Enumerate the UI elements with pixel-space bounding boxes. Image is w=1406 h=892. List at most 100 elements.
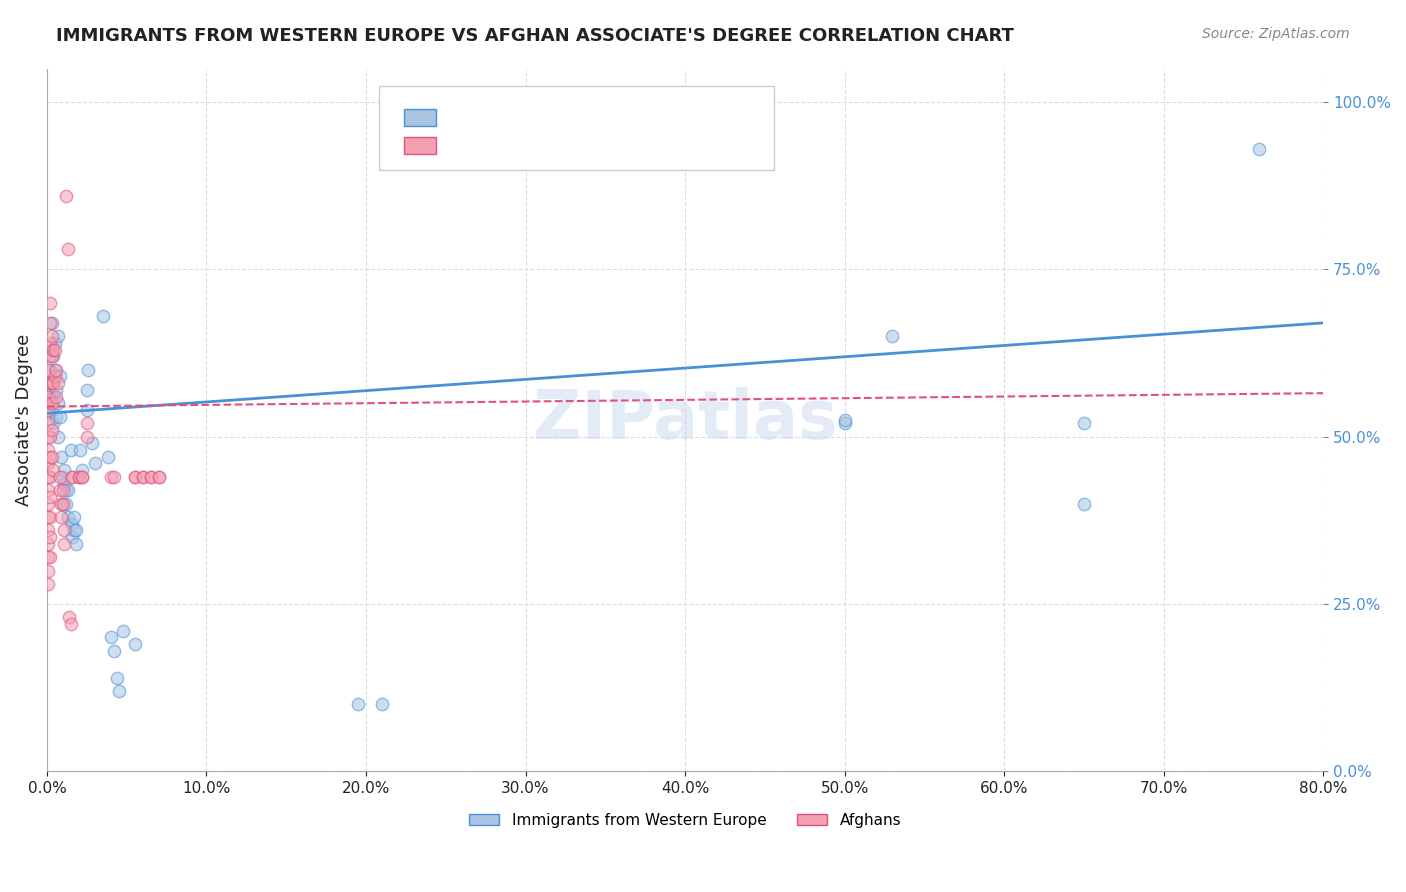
Point: [63, 524, 86, 538]
Point: [37, 510, 59, 524]
Point: [62, 530, 84, 544]
Point: [48, 409, 70, 424]
Point: [83, 457, 105, 471]
Point: [37, 430, 59, 444]
Point: [45, 363, 67, 377]
Point: [70, 470, 93, 484]
Point: [37, 470, 59, 484]
Text: R = 0.166   N = 48: R = 0.166 N = 48: [443, 114, 613, 132]
Point: [39, 396, 62, 410]
Point: [37, 524, 59, 538]
Point: [56, 483, 79, 498]
Point: [100, 470, 122, 484]
Point: [107, 684, 129, 698]
Point: [65, 537, 87, 551]
Point: [37, 483, 59, 498]
Point: [39, 349, 62, 363]
Point: [41, 423, 63, 437]
Point: [48, 369, 70, 384]
Point: [52, 470, 75, 484]
Point: [41, 450, 63, 464]
Point: [46, 430, 69, 444]
Point: [1073, 417, 1095, 431]
Point: [37, 376, 59, 391]
Point: [48, 470, 70, 484]
Point: [1249, 142, 1271, 156]
Point: [55, 483, 77, 498]
Point: [103, 470, 125, 484]
Point: [67, 470, 90, 484]
Point: [65, 524, 87, 538]
Point: [103, 644, 125, 658]
Point: [39, 450, 62, 464]
Point: [37, 497, 59, 511]
Point: [39, 550, 62, 565]
Point: [42, 349, 65, 363]
Point: [45, 383, 67, 397]
Point: [41, 343, 63, 357]
Point: [44, 363, 66, 377]
Point: [39, 390, 62, 404]
Point: [498, 135, 520, 149]
Text: IMMIGRANTS FROM WESTERN EUROPE VS AFGHAN ASSOCIATE'S DEGREE CORRELATION CHART: IMMIGRANTS FROM WESTERN EUROPE VS AFGHAN…: [56, 27, 1014, 45]
Point: [45, 409, 67, 424]
Point: [41, 403, 63, 417]
Point: [53, 524, 76, 538]
Point: [69, 443, 91, 458]
FancyBboxPatch shape: [405, 109, 436, 126]
Point: [37, 457, 59, 471]
Point: [56, 242, 79, 256]
Point: [39, 295, 62, 310]
Point: [37, 403, 59, 417]
FancyBboxPatch shape: [405, 136, 436, 154]
Point: [51, 510, 73, 524]
Point: [67, 470, 90, 484]
Point: [834, 413, 856, 427]
Point: [56, 510, 79, 524]
Point: [37, 564, 59, 578]
Point: [42, 390, 65, 404]
Point: [55, 497, 77, 511]
Point: [53, 463, 76, 477]
Point: [91, 309, 114, 323]
Point: [882, 329, 904, 343]
FancyBboxPatch shape: [378, 87, 775, 170]
Point: [96, 450, 118, 464]
Point: [100, 631, 122, 645]
Point: [53, 476, 76, 491]
Point: [37, 550, 59, 565]
Point: [76, 417, 98, 431]
Point: [1073, 497, 1095, 511]
Point: [139, 470, 162, 484]
Point: [112, 624, 135, 638]
Point: [46, 329, 69, 343]
Point: [371, 698, 394, 712]
Point: [42, 376, 65, 391]
Point: [42, 417, 65, 431]
Point: [46, 396, 69, 410]
Point: [76, 403, 98, 417]
Point: [42, 343, 65, 357]
Legend: Immigrants from Western Europe, Afghans: Immigrants from Western Europe, Afghans: [463, 806, 907, 834]
Point: [39, 363, 62, 377]
Point: [70, 470, 93, 484]
Point: [46, 376, 69, 391]
Text: R = 0.011   N = 74: R = 0.011 N = 74: [443, 143, 613, 161]
Point: [45, 390, 67, 404]
Point: [70, 463, 93, 477]
Point: [44, 369, 66, 384]
Point: [124, 637, 146, 651]
Point: [131, 470, 153, 484]
Point: [834, 417, 856, 431]
Point: [37, 577, 59, 591]
Point: [37, 390, 59, 404]
Point: [39, 490, 62, 504]
Point: [62, 470, 84, 484]
Text: ZIPatlas: ZIPatlas: [533, 387, 838, 453]
Point: [42, 463, 65, 477]
Point: [52, 497, 75, 511]
Point: [148, 470, 170, 484]
Point: [44, 343, 66, 357]
Point: [41, 329, 63, 343]
Point: [52, 497, 75, 511]
